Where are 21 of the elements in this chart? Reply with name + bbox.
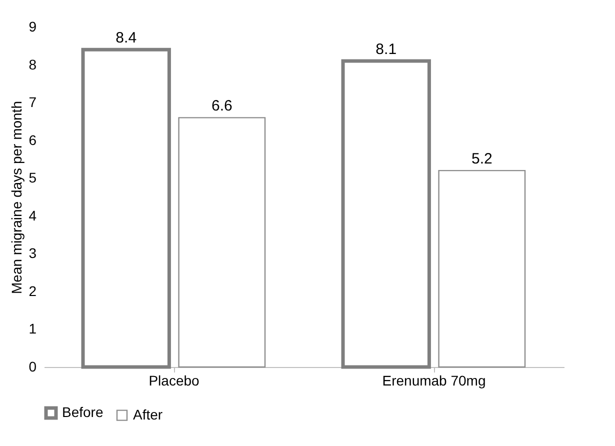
data-label: 8.1: [376, 41, 397, 58]
x-tick-label: Erenumab 70mg: [382, 372, 486, 388]
y-tick-label: 3: [28, 245, 37, 262]
data-label: 8.4: [116, 30, 137, 47]
y-tick-label: 0: [28, 358, 37, 374]
y-tick-label: 7: [28, 94, 37, 110]
y-tick-label: 4: [28, 207, 37, 224]
y-tick-label: 2: [28, 282, 37, 299]
y-tick-label: 6: [28, 132, 37, 148]
y-tick-label: 1: [28, 320, 37, 337]
bar: [438, 170, 526, 368]
y-tick-label: 5: [28, 170, 37, 186]
y-axis-title: Mean migraine days per month: [8, 101, 25, 294]
y-tick-label: 8: [28, 56, 37, 72]
x-tick-label: Placebo: [148, 372, 200, 388]
legend-label: After: [133, 406, 163, 422]
data-label: 6.6: [211, 98, 232, 115]
bar: [178, 117, 266, 368]
legend-label: Before: [62, 404, 104, 420]
data-label: 5.2: [471, 150, 492, 168]
y-tick-label: 9: [28, 18, 37, 34]
